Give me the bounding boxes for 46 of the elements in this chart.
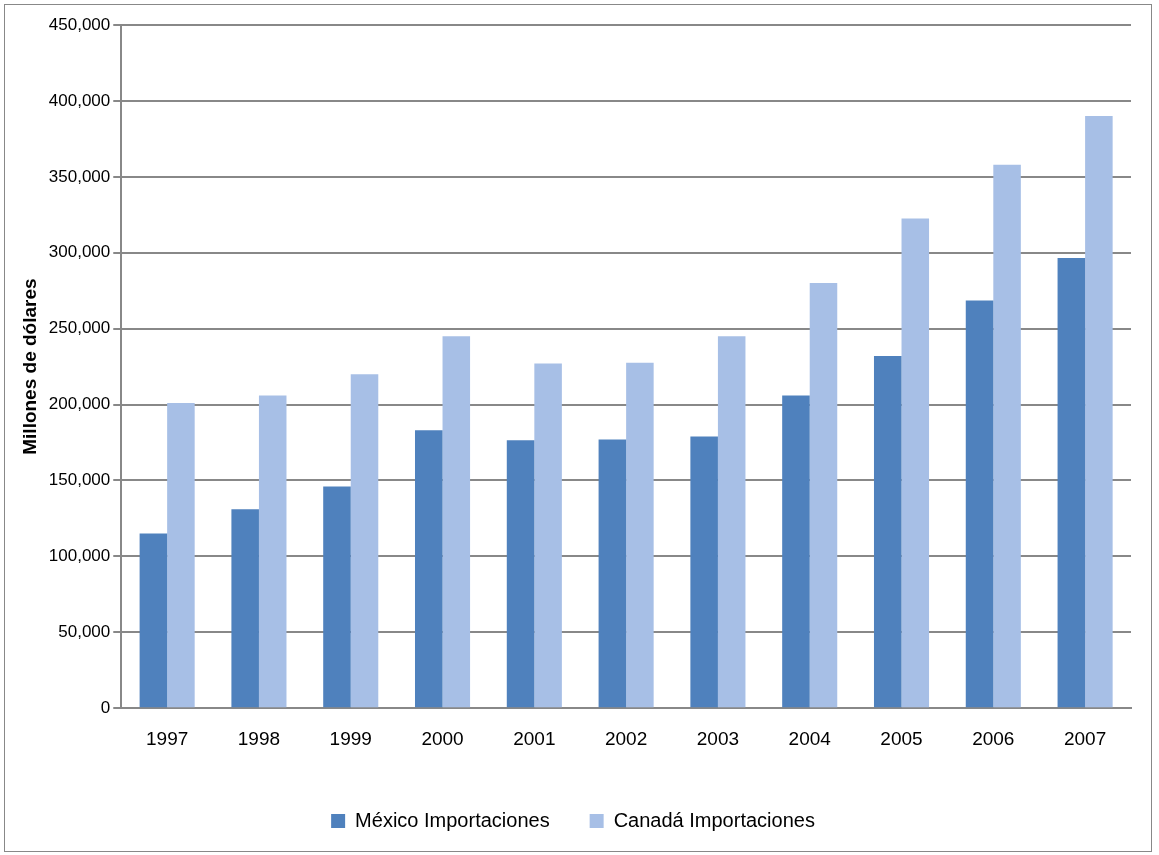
- x-tick-label: 2005: [880, 727, 923, 749]
- bar: [167, 403, 195, 708]
- y-tick-label: 150,000: [48, 470, 111, 490]
- x-tick-label: 1999: [329, 727, 372, 749]
- bar: [258, 395, 287, 708]
- x-tick-label: 2000: [421, 727, 464, 749]
- bar: [506, 440, 535, 708]
- bar: [690, 436, 718, 708]
- x-tick-label: 1997: [146, 727, 189, 749]
- y-tick-label: 350,000: [48, 166, 111, 186]
- bar: [1057, 258, 1086, 708]
- x-tick-label: 2003: [696, 727, 740, 749]
- x-tick-label: 2001: [513, 727, 556, 749]
- bar: [323, 486, 351, 708]
- bar: [139, 533, 168, 708]
- bar: [993, 164, 1021, 708]
- bar: [442, 336, 471, 708]
- bar: [873, 355, 902, 708]
- x-tick-label: 1998: [237, 727, 281, 749]
- y-tick-label: 50,000: [58, 621, 111, 641]
- bar: [965, 300, 994, 708]
- x-tick-label: 2007: [1063, 727, 1107, 749]
- y-tick-label: 450,000: [48, 14, 111, 34]
- bar: [598, 439, 627, 708]
- bar: [717, 336, 746, 708]
- bar: [626, 362, 654, 708]
- y-tick-label: 250,000: [48, 318, 111, 338]
- x-tick-label: 2002: [604, 727, 648, 749]
- bar: [231, 509, 259, 708]
- bar: [415, 430, 443, 708]
- bar: [534, 363, 562, 708]
- bar: [809, 283, 838, 708]
- bar: [901, 218, 930, 708]
- y-tick-label: 100,000: [48, 546, 111, 566]
- x-tick-label: 2006: [972, 727, 1015, 749]
- bar: [350, 374, 379, 708]
- y-tick-label: 0: [100, 697, 111, 717]
- y-tick-label: 200,000: [48, 394, 111, 414]
- y-axis-title: Millones de dólares: [18, 278, 40, 455]
- bar: [782, 395, 810, 708]
- legend-label: México Importaciones: [355, 808, 550, 831]
- legend-label: Canadá Importaciones: [613, 808, 815, 831]
- y-tick-label: 400,000: [48, 90, 111, 110]
- bar: [1085, 116, 1113, 708]
- x-tick-label: 2004: [788, 727, 832, 749]
- y-tick-label: 300,000: [48, 242, 111, 262]
